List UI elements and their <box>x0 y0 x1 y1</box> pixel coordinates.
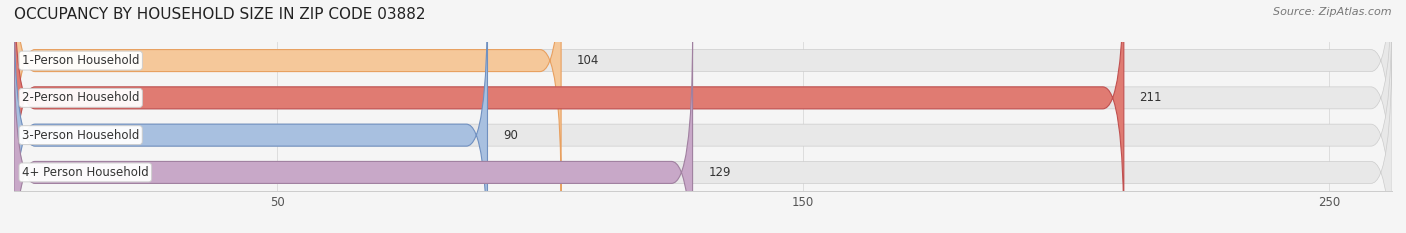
FancyBboxPatch shape <box>14 0 1392 199</box>
Text: 90: 90 <box>503 129 517 142</box>
Text: 4+ Person Household: 4+ Person Household <box>22 166 149 179</box>
Text: Source: ZipAtlas.com: Source: ZipAtlas.com <box>1274 7 1392 17</box>
FancyBboxPatch shape <box>14 34 1392 233</box>
Text: 3-Person Household: 3-Person Household <box>22 129 139 142</box>
Text: OCCUPANCY BY HOUSEHOLD SIZE IN ZIP CODE 03882: OCCUPANCY BY HOUSEHOLD SIZE IN ZIP CODE … <box>14 7 426 22</box>
Text: 104: 104 <box>576 54 599 67</box>
Text: 2-Person Household: 2-Person Household <box>22 91 139 104</box>
Text: 211: 211 <box>1139 91 1161 104</box>
FancyBboxPatch shape <box>14 34 693 233</box>
FancyBboxPatch shape <box>14 0 488 233</box>
FancyBboxPatch shape <box>14 0 1392 233</box>
Text: 129: 129 <box>709 166 731 179</box>
Text: 1-Person Household: 1-Person Household <box>22 54 139 67</box>
FancyBboxPatch shape <box>14 0 561 199</box>
FancyBboxPatch shape <box>14 0 1123 233</box>
FancyBboxPatch shape <box>14 0 1392 233</box>
